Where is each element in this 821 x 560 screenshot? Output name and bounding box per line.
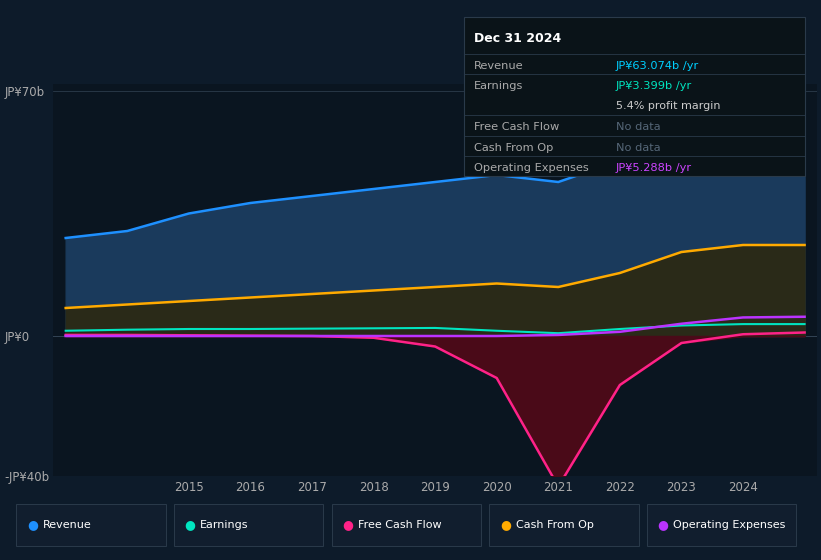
Text: ●: ●	[185, 519, 195, 531]
Text: Cash From Op: Cash From Op	[474, 143, 553, 153]
Text: Free Cash Flow: Free Cash Flow	[474, 122, 559, 132]
Text: No data: No data	[616, 122, 660, 132]
Text: ●: ●	[500, 519, 511, 531]
Text: ●: ●	[342, 519, 353, 531]
Text: Earnings: Earnings	[474, 81, 523, 91]
Text: No data: No data	[616, 143, 660, 153]
Text: 5.4% profit margin: 5.4% profit margin	[616, 101, 720, 111]
Text: JP¥3.399b /yr: JP¥3.399b /yr	[616, 81, 692, 91]
Text: Operating Expenses: Operating Expenses	[673, 520, 786, 530]
Text: ●: ●	[658, 519, 668, 531]
Text: JP¥5.288b /yr: JP¥5.288b /yr	[616, 163, 692, 173]
Text: Earnings: Earnings	[200, 520, 249, 530]
Text: Cash From Op: Cash From Op	[516, 520, 594, 530]
Text: Free Cash Flow: Free Cash Flow	[358, 520, 442, 530]
Text: JP¥63.074b /yr: JP¥63.074b /yr	[616, 61, 699, 71]
Text: Revenue: Revenue	[474, 61, 523, 71]
Text: Dec 31 2024: Dec 31 2024	[474, 32, 561, 45]
Text: Revenue: Revenue	[43, 520, 91, 530]
Text: Operating Expenses: Operating Expenses	[474, 163, 589, 173]
Text: ●: ●	[27, 519, 38, 531]
